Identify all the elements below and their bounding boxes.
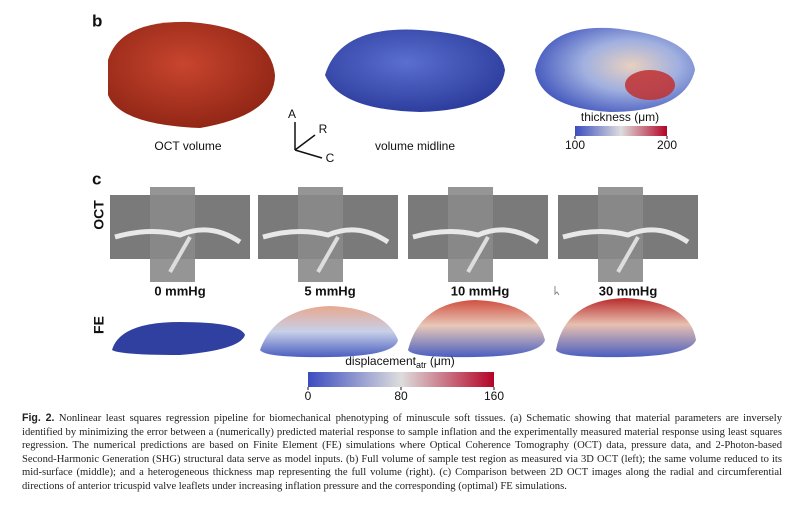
axes-icon	[294, 122, 323, 159]
colorbar-title-unit: (μm)	[426, 354, 454, 368]
panel-label: c	[92, 169, 101, 188]
row-label: OCT	[91, 200, 107, 230]
figure: b OCT volume volume midline A R C thickn…	[91, 11, 800, 403]
axis-label: A	[288, 107, 296, 121]
fe-shape	[408, 300, 545, 358]
pressure-label: 10 mmHg	[451, 283, 510, 298]
colorbar-tick-label: 100	[565, 138, 585, 152]
oct-image	[110, 187, 250, 282]
axis-arrow	[294, 149, 323, 159]
axis-arrow	[294, 134, 316, 151]
figure-caption: Fig. 2. Nonlinear least squares regressi…	[22, 412, 782, 494]
fe-shape	[260, 306, 398, 358]
thickness-hotspot	[625, 70, 675, 100]
fe-shape	[556, 298, 696, 358]
volume-midline	[325, 29, 505, 112]
colorbar	[308, 372, 494, 387]
fe-shape	[112, 322, 245, 355]
oct-image	[258, 187, 398, 282]
colorbar-tick-label: 80	[394, 389, 408, 403]
cursor	[554, 286, 560, 296]
colorbar-title: displacementatr (μm)	[345, 354, 454, 370]
thickness-map	[535, 27, 695, 112]
colorbar-title: thickness (μm)	[581, 110, 659, 124]
colorbar-title-sub: atr	[416, 360, 427, 370]
oct-image	[408, 187, 548, 282]
colorbar-title-main: displacement	[345, 354, 416, 368]
colorbar-tick-label: 160	[484, 389, 504, 403]
panel-label: b	[92, 11, 102, 30]
pressure-label: 30 mmHg	[599, 283, 658, 298]
colorbar-tick-label: 0	[305, 389, 312, 403]
caption-number: Fig. 2.	[22, 412, 55, 424]
pressure-label: 0 mmHg	[154, 283, 205, 298]
oct-volume	[108, 21, 275, 128]
oct-image	[558, 187, 698, 282]
row-label: FE	[91, 316, 107, 334]
colorbar	[575, 126, 667, 136]
axis-label: R	[319, 122, 328, 136]
caption-label: volume midline	[375, 139, 455, 153]
caption-text: Nonlinear least squares regression pipel…	[22, 413, 782, 492]
caption-label: OCT volume	[154, 139, 221, 153]
axis-label: C	[326, 151, 335, 165]
pressure-label: 5 mmHg	[304, 283, 355, 298]
colorbar-tick-label: 200	[657, 138, 677, 152]
